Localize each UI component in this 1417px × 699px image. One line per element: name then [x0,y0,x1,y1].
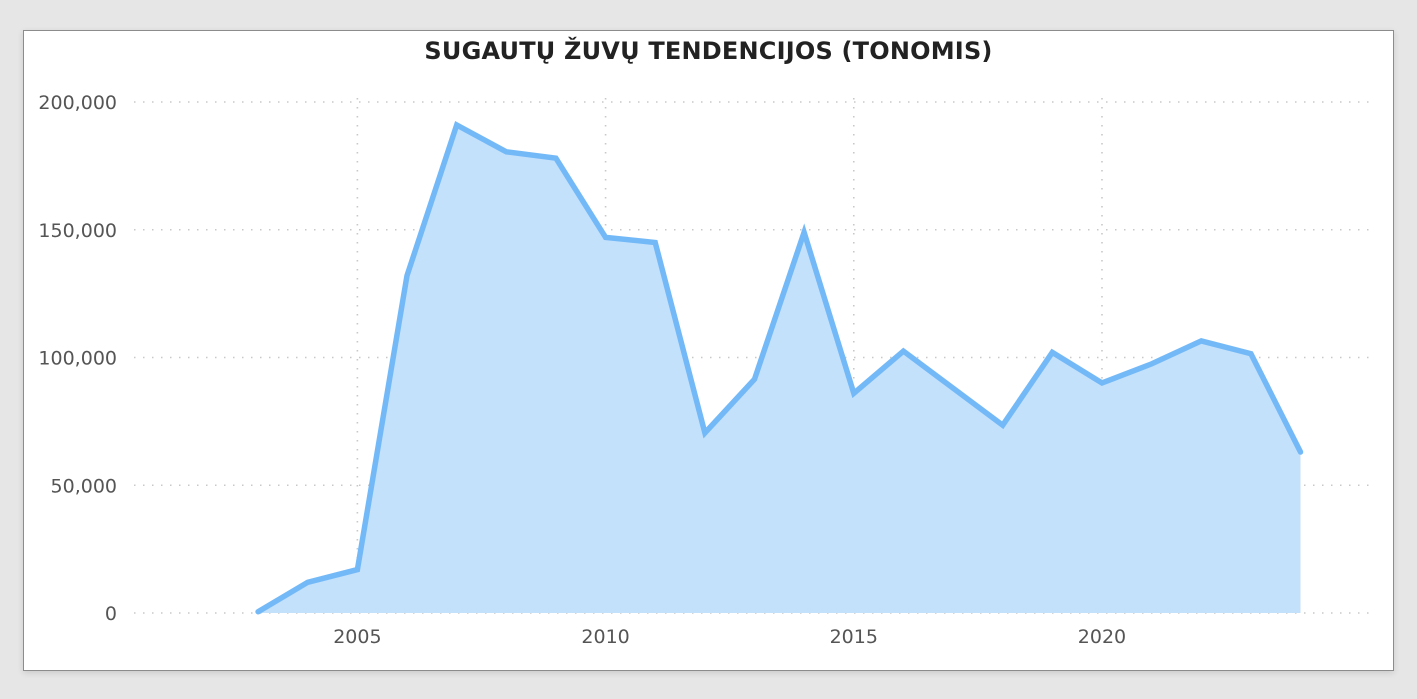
x-tick-label: 2010 [581,626,629,648]
x-tick-label: 2015 [830,626,878,648]
series-area [258,125,1301,613]
y-tick-label: 50,000 [51,475,117,497]
chart-card: SUGAUTŲ ŽUVŲ TENDENCIJOS (TONOMIS) 0 50,0… [23,30,1394,671]
area-chart: 0 50,000 100,000 150,000 200,000 2005 2010 2015… [38,92,1375,648]
y-tick-label: 100,000 [38,348,117,370]
x-tick-label: 2005 [333,626,381,648]
y-tick-label: 200,000 [38,92,117,114]
series-line [255,121,1304,615]
x-tick-label: 2020 [1078,626,1126,648]
y-tick-label: 0 [105,603,117,625]
chart-title: SUGAUTŲ ŽUVŲ TENDENCIJOS (TONOMIS) [424,37,993,65]
y-tick-label: 150,000 [38,220,117,242]
